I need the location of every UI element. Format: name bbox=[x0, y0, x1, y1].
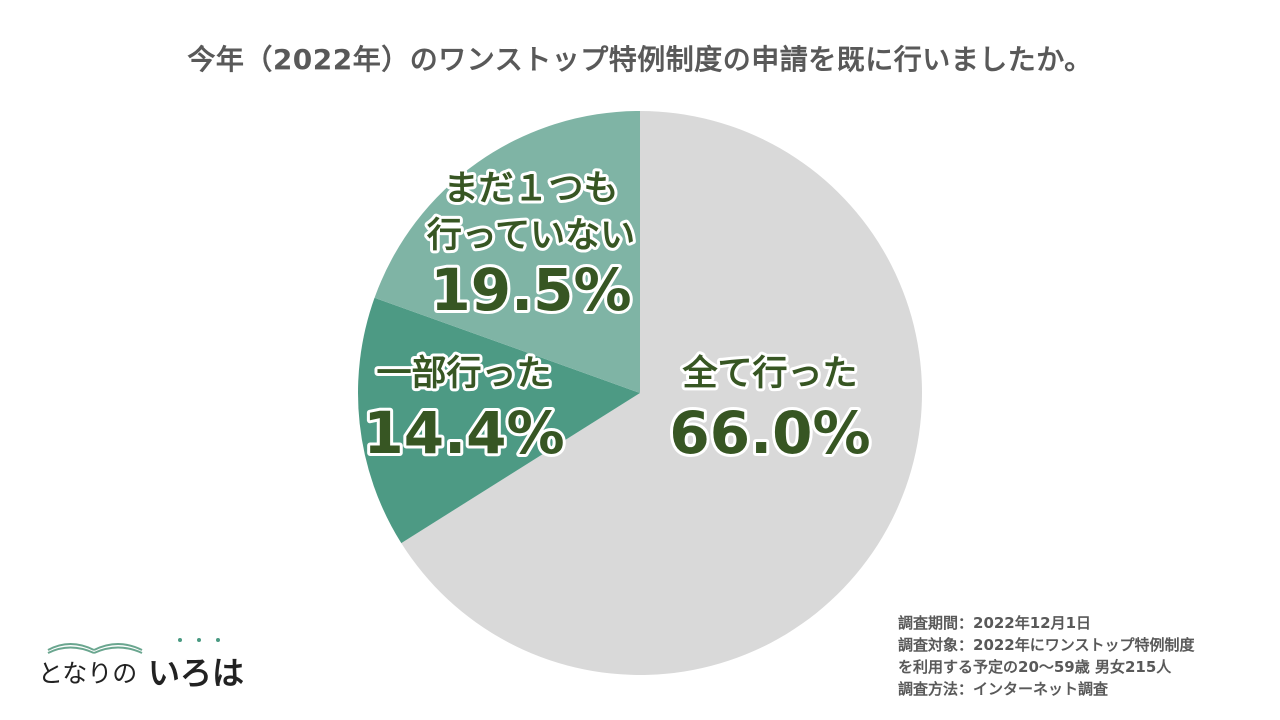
slice-label-2-line-1: 一部行った bbox=[376, 354, 551, 394]
survey-method: 調査方法：インターネット調査 bbox=[898, 680, 1109, 698]
logo-text-plain: となりの bbox=[38, 659, 138, 688]
survey-period: 調査期間：2022年12月1日 bbox=[898, 614, 1092, 632]
survey-target-line-2: を利用する予定の20～59歳 男女215人 bbox=[898, 658, 1172, 676]
logo-dots bbox=[178, 638, 220, 642]
chart-title: 今年（2022年）のワンストップ特例制度の申請を既に行いましたか。 bbox=[187, 43, 1093, 76]
logo-text-bold: いろは bbox=[148, 654, 245, 692]
pie-slice-1 bbox=[401, 111, 922, 675]
slice-value-3: 19.5% bbox=[430, 256, 631, 324]
survey-notes: 調査期間：2022年12月1日 調査対象：2022年にワンストップ特例制度 を利… bbox=[898, 612, 1194, 700]
pie-slices bbox=[358, 111, 922, 675]
pie-slice-3 bbox=[374, 111, 640, 393]
slice-value-1: 66.0% bbox=[669, 399, 870, 467]
pie-slice-2 bbox=[358, 297, 640, 544]
open-book-icon bbox=[47, 643, 143, 654]
slice-label-1-line-1: 全て行った bbox=[681, 353, 857, 394]
slice-label-3-line-1: まだ１つも bbox=[443, 169, 618, 209]
slice-value-2: 14.4% bbox=[363, 399, 564, 467]
tonari-no-iroha-logo: となりの いろは bbox=[38, 636, 244, 692]
slice-label-3-line-2: 行っていない bbox=[427, 216, 635, 256]
survey-target-line-1: 調査対象：2022年にワンストップ特例制度 bbox=[898, 636, 1195, 654]
